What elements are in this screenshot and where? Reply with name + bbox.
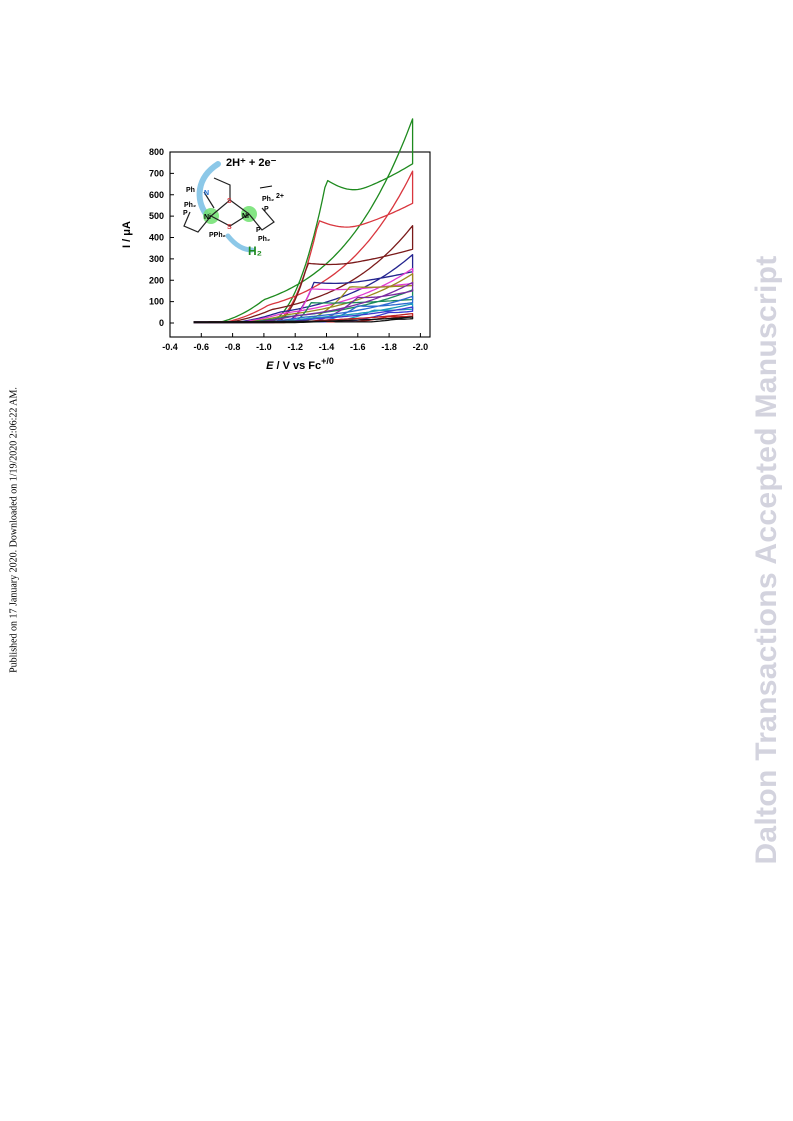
x-axis-title: E / V vs Fc+/0	[266, 356, 334, 372]
h2-release-arrow	[225, 233, 255, 253]
x-tick-label: -1.6	[350, 342, 366, 352]
x-tick-label: -2.0	[413, 342, 429, 352]
y-tick-label: 200	[149, 275, 164, 285]
plot-series	[193, 118, 414, 324]
charge-bracket	[259, 185, 273, 189]
structure-label: P	[256, 227, 261, 234]
ligand-bonds	[183, 177, 275, 233]
x-tick-label: -0.6	[194, 342, 210, 352]
x-tick-label: -1.2	[287, 342, 303, 352]
cv-series-13	[193, 316, 414, 324]
y-tick-label: 0	[159, 318, 164, 328]
incoming-proton-arrow	[196, 161, 221, 217]
y-tick-label: 100	[149, 297, 164, 307]
reaction-product: H₂	[248, 244, 262, 258]
structure-label: N	[204, 190, 209, 197]
structure-label: Ni	[204, 214, 211, 221]
plot-frame	[169, 151, 431, 338]
complex-charge: 2+	[276, 193, 284, 200]
structure-label: Ni	[242, 213, 249, 220]
y-tick-label: 600	[149, 190, 164, 200]
plot-axes	[169, 151, 431, 338]
y-tick-label: 400	[149, 233, 164, 243]
x-tick-label: -1.0	[256, 342, 272, 352]
x-tick-label: -1.4	[319, 342, 335, 352]
plot-labels: 800 700 600 500 400 300 200 100 0 -0.4 -0.6 -0.8 -1.…	[121, 147, 428, 372]
structure-label: S	[227, 198, 232, 205]
x-tick-label: -0.4	[162, 342, 178, 352]
structure-label: Ph₂	[184, 202, 196, 209]
x-tick-label: -1.8	[381, 342, 397, 352]
y-tick-label: 700	[149, 168, 164, 178]
structure-label: Ph₂	[262, 196, 274, 203]
structure-label: S	[227, 224, 232, 231]
structure-label: P	[183, 210, 188, 217]
structure-label: Ph	[186, 187, 195, 194]
y-tick-label: 300	[149, 254, 164, 264]
y-axis-title: I / μA	[121, 221, 133, 248]
structure-label: PPh₂	[209, 232, 226, 239]
structure-label: Ph₂	[258, 236, 270, 243]
y-tick-label: 500	[149, 211, 164, 221]
y-tick-label: 800	[149, 147, 164, 157]
reaction-reagents: 2H⁺ + 2e⁻	[226, 157, 277, 169]
structure-label: P	[264, 206, 269, 213]
x-tick-label: -0.8	[225, 342, 241, 352]
